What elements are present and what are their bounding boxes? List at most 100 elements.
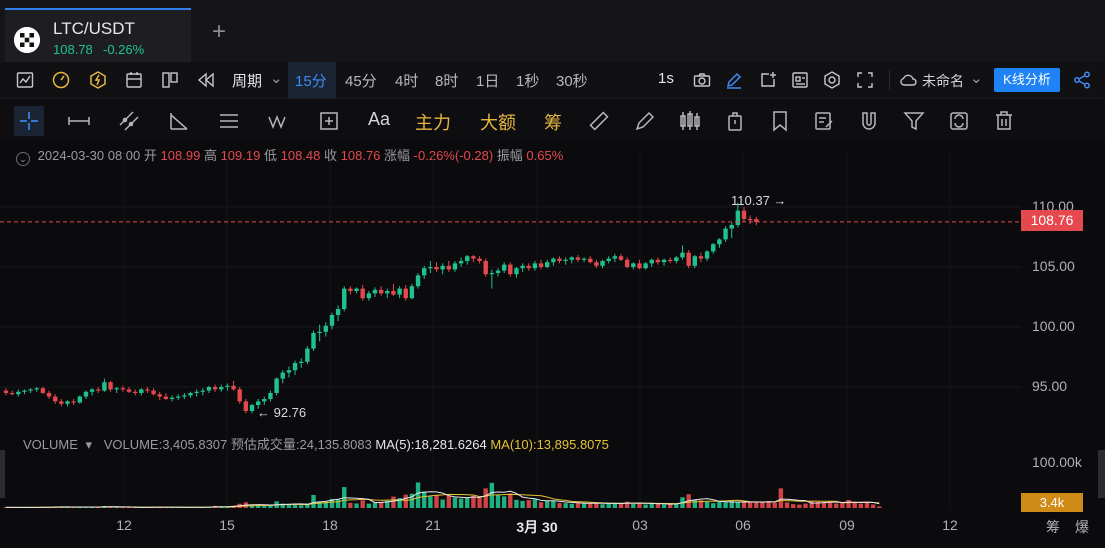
candle-body (237, 389, 242, 402)
add-tab-button[interactable]: + (212, 18, 227, 45)
interval-1d[interactable]: 1日 (476, 73, 500, 90)
liquidation-corner-button[interactable]: 爆 (1075, 519, 1089, 535)
candle-body (219, 387, 224, 390)
interval-1s[interactable]: 1秒 (516, 73, 540, 90)
volume-bar (495, 495, 501, 508)
chevron-down-icon[interactable]: ⌄ (270, 70, 283, 87)
candle-body (59, 401, 64, 404)
cloud-icon[interactable] (898, 70, 918, 90)
indicator-gauge-icon[interactable] (51, 70, 71, 90)
crosshair-icon[interactable] (17, 109, 41, 133)
candle-body (397, 288, 402, 295)
measure-box-icon[interactable] (317, 109, 341, 133)
parallel-channel-icon[interactable] (217, 109, 241, 133)
volume-bar (280, 503, 285, 508)
left-panel-handle[interactable] (0, 450, 5, 498)
chevron-down-icon[interactable]: ▾ (85, 437, 93, 452)
brush-icon[interactable] (633, 109, 657, 133)
interval-8h[interactable]: 8时 (435, 73, 459, 90)
volume-bar (760, 501, 765, 508)
main-force-button[interactable]: 主力 (415, 113, 451, 133)
close-value: 108.76 (340, 148, 381, 163)
ma10-value: MA(10):13,895.8075 (490, 437, 609, 452)
calendar-icon[interactable] (124, 70, 144, 90)
add-chart-icon[interactable] (758, 70, 778, 90)
candle-body (34, 388, 39, 390)
chips-button[interactable]: 筹 (544, 113, 562, 133)
layout-name[interactable]: 未命名 (922, 73, 964, 89)
candle-body (108, 382, 113, 390)
price-chart[interactable] (0, 142, 1105, 548)
magnet-icon[interactable] (857, 109, 881, 133)
bookmark-icon[interactable] (768, 109, 792, 133)
volume-bar (299, 505, 304, 508)
chips-corner-button[interactable]: 筹 (1046, 519, 1060, 535)
divider (889, 70, 890, 90)
volume-bar (655, 503, 661, 508)
candle-body (286, 370, 292, 373)
candle-body (194, 391, 199, 393)
wave-pattern-icon[interactable] (267, 109, 291, 133)
volume-bar (366, 503, 372, 508)
horizontal-line-icon[interactable] (67, 109, 91, 133)
filter-icon[interactable] (902, 109, 926, 133)
share-icon[interactable] (1072, 70, 1092, 90)
ma5-value: MA(5):18,281.6264 (375, 437, 487, 452)
chevron-down-icon[interactable]: ⌄ (970, 70, 983, 87)
candle-body (280, 372, 285, 379)
candle-body (465, 256, 470, 261)
volume-bar (538, 502, 544, 508)
area-chart-icon[interactable] (15, 70, 35, 90)
sync-icon[interactable] (947, 109, 971, 133)
volume-bar (483, 488, 488, 508)
fullscreen-icon[interactable] (855, 70, 875, 90)
lock-icon[interactable] (723, 109, 747, 133)
interval-1s-right[interactable]: 1s (658, 70, 674, 87)
interval-15m[interactable]: 15分 (295, 73, 327, 90)
trend-lines-icon[interactable] (117, 109, 141, 133)
volume-bar (877, 506, 882, 508)
candle-body (428, 267, 433, 269)
volume-bar (305, 503, 310, 508)
candle-body (538, 263, 544, 267)
volume-bar (249, 505, 255, 508)
edit-note-icon[interactable] (812, 109, 836, 133)
camera-icon[interactable] (692, 70, 712, 90)
volume-bar (754, 502, 759, 508)
trash-icon[interactable] (992, 109, 1016, 133)
layout-icon[interactable] (160, 70, 180, 90)
fib-angle-icon[interactable] (167, 109, 191, 133)
interval-30s[interactable]: 30秒 (556, 73, 588, 90)
pen-icon[interactable] (724, 70, 744, 90)
big-amount-button[interactable]: 大额 (480, 113, 516, 133)
candle-body (200, 390, 205, 392)
candle-body (581, 258, 587, 260)
candle-body (501, 264, 507, 271)
candle-body (96, 389, 101, 391)
flash-icon[interactable] (88, 70, 108, 90)
candle-body (415, 275, 421, 287)
volume-bar (674, 503, 679, 508)
volume-value: VOLUME:3,405.8307 (103, 437, 228, 452)
candle-body (655, 259, 661, 263)
ruler-icon[interactable] (587, 109, 611, 133)
template-icon[interactable] (790, 70, 810, 90)
k-line-analysis-button[interactable]: K线分析 (994, 68, 1060, 92)
volume-title[interactable]: VOLUME (23, 437, 78, 452)
period-dropdown[interactable]: 周期 (232, 73, 263, 90)
collapse-legend-icon[interactable]: ⌄ (16, 152, 30, 166)
candle-body (637, 263, 642, 269)
settings-icon[interactable] (822, 70, 842, 90)
tab-ltc-usdt[interactable]: LTC/USDT 108.78 -0.26% (5, 8, 191, 62)
interval-4h[interactable]: 4时 (395, 73, 419, 90)
replay-icon[interactable] (196, 70, 216, 90)
text-tool[interactable]: Aa (368, 109, 391, 129)
interval-45m[interactable]: 45分 (345, 73, 377, 90)
open-label: 开 (143, 148, 157, 163)
time-axis-label: 09 (839, 517, 855, 533)
right-panel-handle[interactable] (1098, 450, 1105, 498)
volume-bar (778, 488, 784, 508)
candle-body (145, 389, 150, 391)
candles-icon[interactable] (678, 109, 702, 133)
volume-bar (262, 506, 267, 508)
